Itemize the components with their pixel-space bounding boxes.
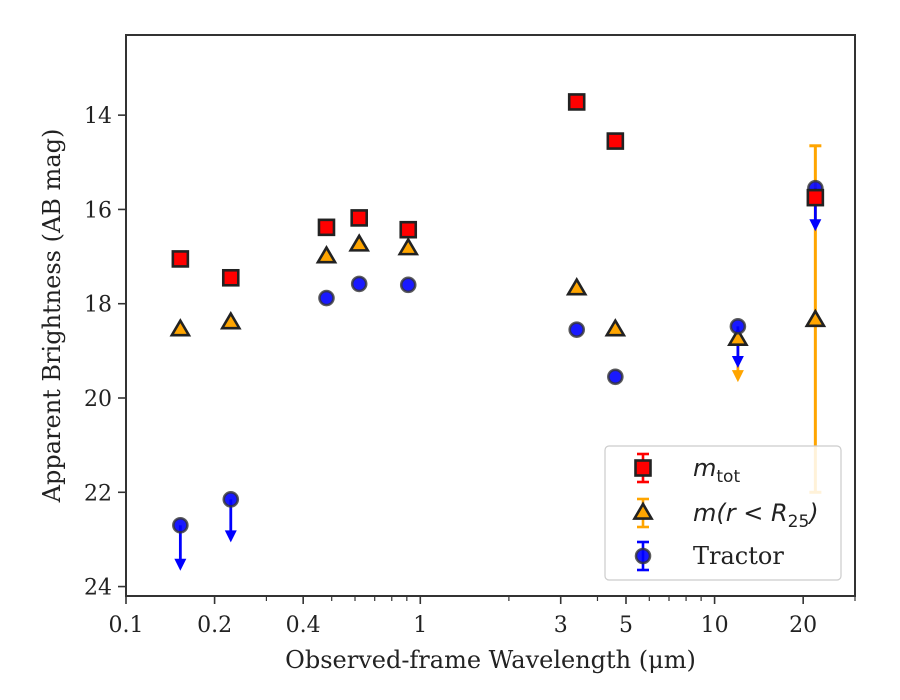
data-point-triangle <box>804 308 827 328</box>
y-tick-label: 18 <box>84 293 112 318</box>
x-axis-label: Observed-frame Wavelength (μm) <box>285 646 696 674</box>
data-point-triangle <box>169 318 192 337</box>
legend-label: mtot <box>693 454 740 487</box>
data-point-triangle <box>219 311 242 330</box>
legend-marker-circle <box>634 547 652 565</box>
x-tick-label: 20 <box>789 613 817 638</box>
data-point-square <box>221 268 240 287</box>
y-axis-label: Apparent Brightness (AB mag) <box>38 129 66 504</box>
data-point-triangle <box>315 245 338 264</box>
upper-limit-arrowhead <box>731 356 744 368</box>
data-point-circle <box>350 275 368 293</box>
ticks-layer: 0.1 0.2 0.4 1 3 5 10 20 14 16 18 20 22 24 <box>84 104 856 638</box>
data-point-square <box>606 132 625 150</box>
points-layer <box>169 93 827 534</box>
legend-box <box>604 445 842 581</box>
upper-limit-arrowhead <box>224 530 237 543</box>
x-tick-label: 0.4 <box>286 613 321 638</box>
legend-label: Tractor <box>693 542 784 570</box>
data-point-triangle <box>348 233 371 252</box>
data-point-square <box>567 93 586 111</box>
legend-marker-square <box>634 459 652 477</box>
x-tick-label: 1 <box>413 613 427 638</box>
plot-frame <box>125 34 856 597</box>
y-tick-label: 14 <box>84 104 112 129</box>
data-point-square <box>350 209 368 227</box>
data-point-square <box>806 188 825 207</box>
legend-marker-triangle <box>632 501 654 520</box>
y-tick-label: 24 <box>84 576 112 601</box>
data-point-circle <box>729 318 747 335</box>
legend: mtot m(r < R25) Tractor <box>604 445 842 581</box>
x-tick-label: 0.2 <box>197 613 232 638</box>
data-point-circle <box>172 516 189 534</box>
legend-label: m(r < R25) <box>693 499 819 532</box>
x-tick-label: 10 <box>701 613 729 638</box>
data-point-circle <box>399 276 417 294</box>
x-tick-label: 0.1 <box>109 613 144 638</box>
data-point-square <box>171 250 190 268</box>
y-tick-label: 16 <box>84 198 112 223</box>
y-tick-label: 20 <box>84 387 112 412</box>
data-point-triangle <box>727 327 749 346</box>
data-point-circle <box>607 368 624 386</box>
data-point-circle <box>568 321 586 338</box>
upper-limit-arrowhead <box>174 558 187 571</box>
data-point-circle <box>222 491 240 508</box>
upper-limit-arrowhead <box>731 370 744 383</box>
x-tick-label: 5 <box>619 613 633 638</box>
x-tick-label: 3 <box>554 613 568 638</box>
y-tick-label: 22 <box>84 481 112 506</box>
data-point-triangle <box>604 318 627 337</box>
data-point-square <box>317 218 336 237</box>
data-point-triangle <box>397 236 420 256</box>
data-point-square <box>399 220 418 239</box>
data-point-triangle <box>565 277 588 296</box>
data-point-circle <box>318 289 335 307</box>
upper-limit-arrowhead <box>809 219 822 232</box>
